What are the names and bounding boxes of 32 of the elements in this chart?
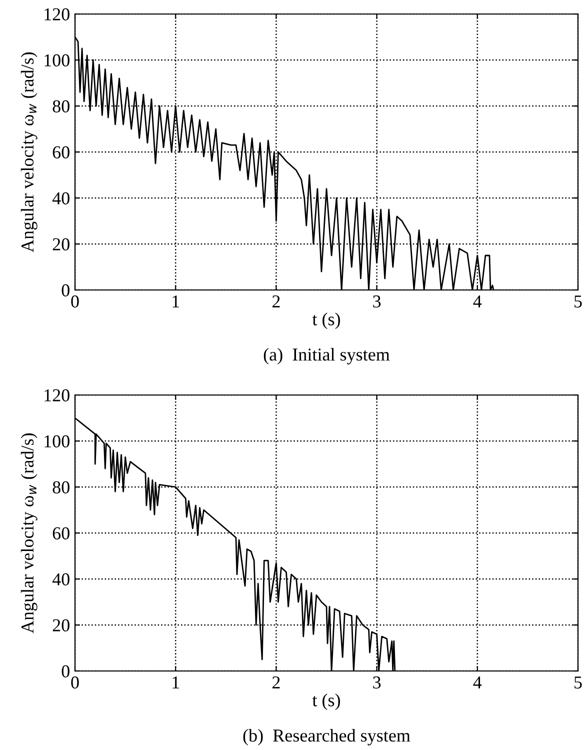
x-tick-label: 2 — [272, 676, 280, 688]
y-tick-label: 80 — [52, 100, 70, 112]
y-tick-label: 120 — [44, 389, 70, 402]
x-tick-label: 4 — [473, 296, 482, 308]
y-tick-label: 100 — [44, 54, 70, 66]
y-axis-title: Angular velocity ω$_{w}$ (rad/s) — [20, 433, 38, 634]
text: (a) Initial system — [264, 348, 390, 364]
x-tick-label: 3 — [373, 295, 381, 308]
y-tick-label: 0 — [62, 284, 70, 296]
y-tick-label: 100 — [44, 435, 70, 448]
x-tick-label: 3 — [373, 676, 381, 689]
y-tick-label: 60 — [52, 527, 70, 540]
y-tick-label: 40 — [52, 573, 70, 586]
x-tick-label: 0 — [71, 676, 79, 689]
y-tick-label: 40 — [52, 192, 70, 204]
x-tick-label: 0 — [71, 295, 79, 308]
x-axis-title: t (s) — [312, 694, 340, 710]
x-tick-label: 5 — [574, 296, 582, 308]
y-tick-label: 60 — [52, 146, 70, 158]
y-tick-label: 0 — [62, 665, 70, 678]
y-tick-label: 20 — [52, 238, 70, 250]
text: (b) Researched system — [243, 728, 410, 746]
x-tick-label: 1 — [172, 295, 180, 308]
y-tick-label: 20 — [52, 619, 70, 632]
y-tick-label: 120 — [44, 8, 70, 20]
x-tick-label: 5 — [574, 676, 582, 689]
x-tick-label: 2 — [272, 295, 280, 308]
y-axis-title: Angular velocity ω$_{w}$ (rad/s) — [20, 52, 38, 252]
x-tick-label: 1 — [172, 676, 180, 688]
x-tick-label: 4 — [473, 676, 482, 688]
x-axis-title: t (s) — [312, 312, 340, 329]
y-tick-label: 80 — [52, 481, 70, 494]
